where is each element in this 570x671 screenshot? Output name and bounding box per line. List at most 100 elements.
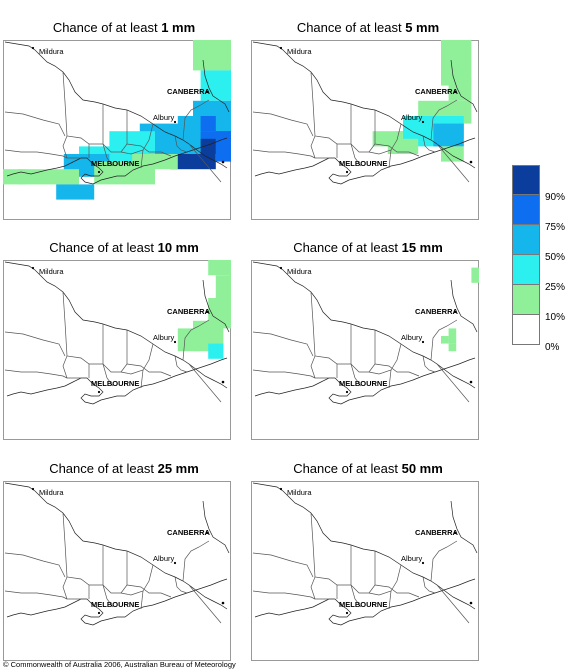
mildura-label: Mildura — [287, 488, 312, 497]
legend-swatch-50 — [512, 225, 540, 255]
title-prefix: Chance of at least — [49, 461, 158, 476]
melbourne-marker — [97, 390, 101, 394]
panel-title-10mm: Chance of at least 10 mm — [4, 240, 244, 255]
title-amount: 5 mm — [405, 20, 440, 35]
gabo-marker — [469, 380, 473, 384]
mildura-marker — [31, 46, 35, 50]
mildura-label: Mildura — [39, 488, 64, 497]
mildura-marker — [279, 266, 283, 270]
map-panel-25mm: Mildura CANBERRA Albury MELBOURNE — [3, 481, 231, 661]
title-prefix: Chance of at least — [49, 240, 158, 255]
albury-marker — [173, 561, 177, 565]
melbourne-marker — [345, 170, 349, 174]
panel-title-50mm: Chance of at least 50 mm — [248, 461, 488, 476]
gabo-marker — [469, 160, 473, 164]
albury-label: Albury — [401, 333, 423, 342]
legend-swatch-10 — [512, 285, 540, 315]
canberra-label: CANBERRA — [167, 307, 211, 316]
legend-swatch-25 — [512, 255, 540, 285]
albury-marker — [173, 340, 177, 344]
legend-label-0: 0% — [545, 342, 560, 353]
probability-cell — [448, 343, 457, 352]
title-prefix: Chance of at least — [293, 461, 402, 476]
probability-cell — [193, 40, 231, 71]
albury-label: Albury — [401, 113, 423, 122]
melbourne-label: MELBOURNE — [91, 159, 139, 168]
mildura-label: Mildura — [39, 267, 64, 276]
melbourne-label: MELBOURNE — [91, 600, 139, 609]
victoria-map: Mildura CANBERRA Albury MELBOURNE — [3, 481, 231, 661]
mildura-marker — [31, 487, 35, 491]
map-panel-15mm: Mildura CANBERRA Albury MELBOURNE — [251, 260, 479, 440]
canberra-marker — [205, 90, 209, 94]
canberra-label: CANBERRA — [415, 87, 459, 96]
mildura-marker — [279, 46, 283, 50]
legend-swatch-0 — [512, 315, 540, 345]
title-amount: 25 mm — [157, 461, 199, 476]
victoria-map: Mildura CANBERRA Albury MELBOURNE — [3, 40, 231, 220]
canberra-marker — [453, 310, 457, 314]
legend-label-25: 25% — [545, 282, 566, 293]
legend-label-10: 10% — [545, 312, 566, 323]
probability-cell — [448, 78, 472, 101]
legend-label-50: 50% — [545, 252, 566, 263]
albury-label: Albury — [153, 333, 175, 342]
probability-cell — [471, 267, 479, 283]
map-panel-50mm: Mildura CANBERRA Albury MELBOURNE — [251, 481, 479, 661]
melbourne-marker — [345, 390, 349, 394]
victoria-map: Mildura CANBERRA Albury MELBOURNE — [3, 260, 231, 440]
title-amount: 1 mm — [161, 20, 196, 35]
title-amount: 10 mm — [157, 240, 199, 255]
canberra-marker — [453, 90, 457, 94]
probability-cell — [56, 184, 95, 200]
mildura-marker — [279, 487, 283, 491]
probability-cell — [177, 328, 201, 352]
canberra-label: CANBERRA — [415, 307, 459, 316]
probability-cell — [215, 131, 231, 162]
district-boundaries — [252, 261, 478, 405]
probability-cell — [441, 146, 464, 162]
albury-label: Albury — [153, 113, 175, 122]
canberra-marker — [205, 531, 209, 535]
probability-cell — [200, 70, 231, 101]
probability-cell — [132, 154, 178, 170]
victoria-map: Mildura CANBERRA Albury MELBOURNE — [251, 260, 479, 440]
canberra-label: CANBERRA — [415, 528, 459, 537]
legend-swatch-90 — [512, 165, 540, 195]
panel-title-5mm: Chance of at least 5 mm — [248, 20, 488, 35]
title-amount: 15 mm — [401, 240, 443, 255]
district-boundaries — [4, 482, 230, 626]
mildura-label: Mildura — [287, 47, 312, 56]
canberra-label: CANBERRA — [167, 87, 211, 96]
probability-cell — [18, 169, 79, 185]
melbourne-label: MELBOURNE — [339, 379, 387, 388]
gabo-marker — [221, 160, 225, 164]
probability-cell — [208, 343, 224, 359]
melbourne-label: MELBOURNE — [91, 379, 139, 388]
map-panel-1mm: Mildura CANBERRA Albury MELBOURNE — [3, 40, 231, 220]
probability-cell — [208, 260, 231, 276]
probability-cell — [200, 116, 216, 132]
melbourne-label: MELBOURNE — [339, 600, 387, 609]
probability-cell — [433, 123, 464, 147]
gabo-marker — [469, 601, 473, 605]
mildura-label: Mildura — [287, 267, 312, 276]
canberra-label: CANBERRA — [167, 528, 211, 537]
albury-label: Albury — [153, 554, 175, 563]
probability-cell — [208, 298, 231, 329]
title-prefix: Chance of at least — [52, 20, 162, 35]
title-prefix: Chance of at least — [296, 20, 406, 35]
panel-title-15mm: Chance of at least 15 mm — [248, 240, 488, 255]
probability-cell — [215, 275, 231, 298]
map-panel-5mm: Mildura CANBERRA Albury MELBOURNE — [251, 40, 479, 220]
melbourne-marker — [97, 170, 101, 174]
probability-legend: 90% 75% 50% 25% 10% 0% — [512, 165, 568, 353]
mildura-marker — [31, 266, 35, 270]
district-boundaries — [4, 261, 230, 405]
albury-marker — [173, 120, 177, 124]
title-prefix: Chance of at least — [293, 240, 402, 255]
panel-title-25mm: Chance of at least 25 mm — [4, 461, 244, 476]
gabo-marker — [221, 601, 225, 605]
victoria-map: Mildura CANBERRA Albury MELBOURNE — [251, 40, 479, 220]
albury-label: Albury — [401, 554, 423, 563]
